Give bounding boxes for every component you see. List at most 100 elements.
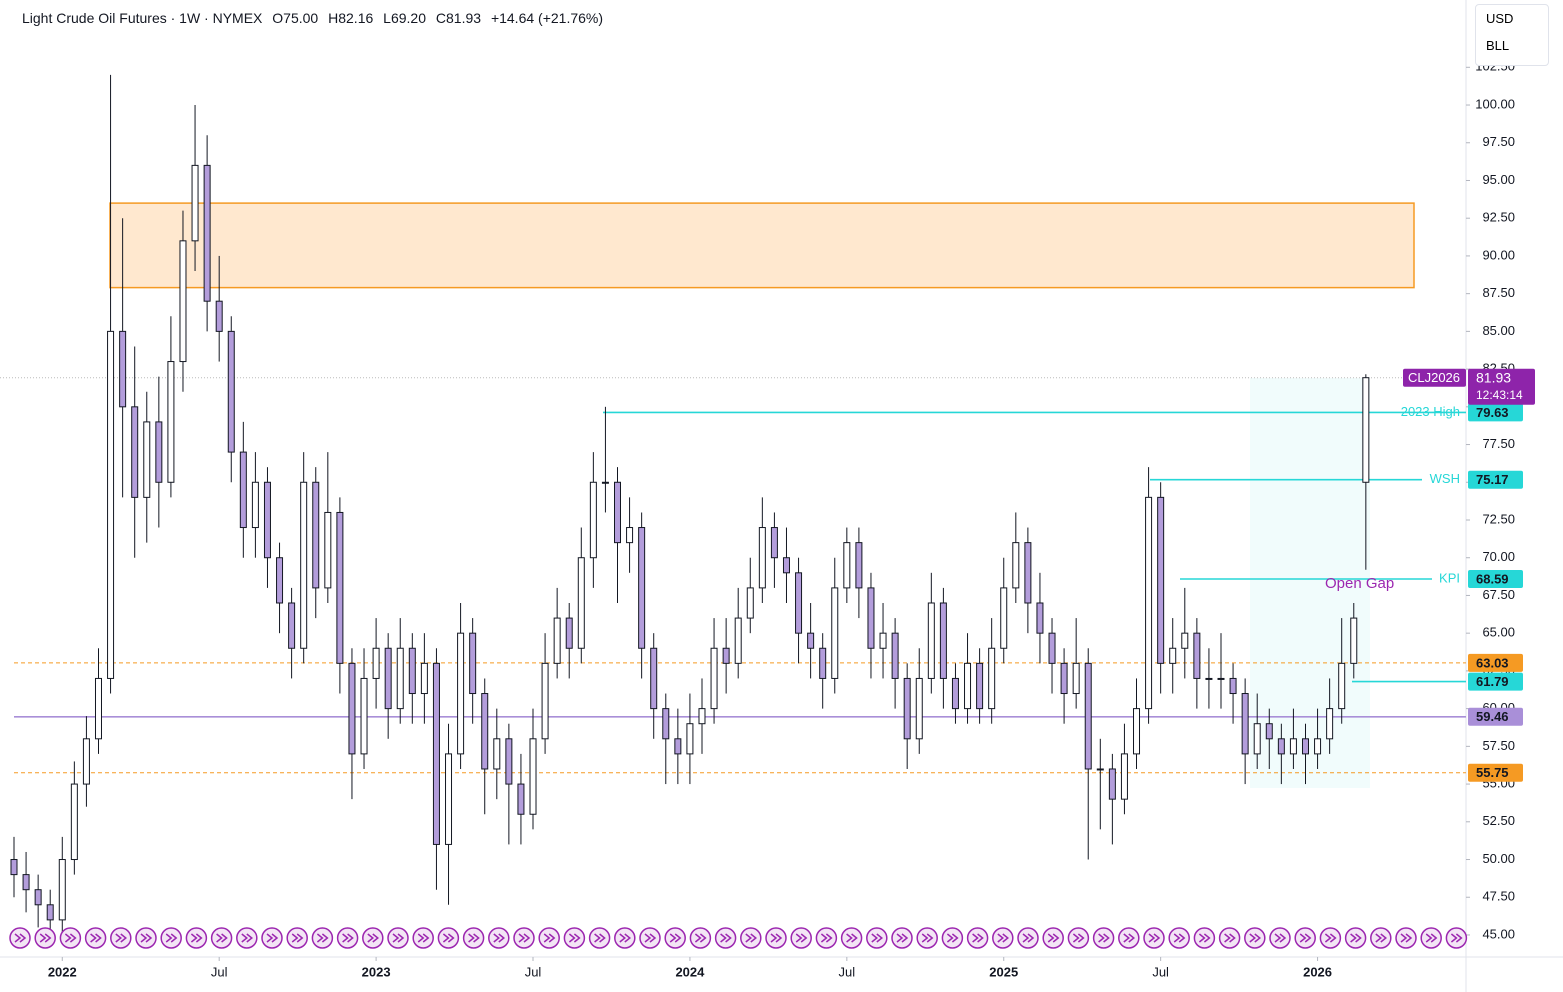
unit-button[interactable]: BLL	[1486, 38, 1510, 53]
candle-body	[493, 738, 501, 770]
event-icon-arrow	[1098, 933, 1110, 943]
y-tick-label: 50.00	[1482, 851, 1515, 866]
candle-body	[831, 587, 839, 679]
candle-body	[457, 632, 465, 755]
event-icon-arrow	[594, 933, 606, 943]
price-label-box	[1468, 569, 1523, 588]
price-label: 63.03	[1476, 655, 1509, 670]
candle-body	[734, 617, 742, 664]
event-icon-arrow	[644, 933, 657, 943]
candle-body	[396, 647, 404, 710]
event-icon-arrow	[1173, 933, 1186, 943]
candle-body	[758, 527, 766, 589]
y-tick-label: 90.00	[1482, 247, 1515, 262]
event-icon-arrow	[1450, 933, 1463, 943]
candle-body	[782, 557, 790, 574]
candle-body	[155, 421, 163, 483]
event-icon-arrow	[770, 933, 783, 943]
candle-body	[1036, 602, 1044, 634]
candle-body	[432, 662, 440, 845]
candle-body	[1253, 723, 1261, 755]
candle-body	[529, 738, 537, 815]
candle-body	[336, 511, 344, 664]
candle-body	[1338, 662, 1346, 710]
event-icon-arrow	[1047, 933, 1060, 943]
price-label: 68.59	[1476, 571, 1509, 586]
symbol-title: Light Crude Oil Futures · 1W · NYMEX	[22, 10, 263, 26]
event-icon-arrow	[39, 933, 52, 943]
event-icon-arrow	[1299, 933, 1312, 943]
candle-body	[867, 587, 875, 649]
candle-body	[614, 481, 621, 544]
event-icon-arrow	[543, 933, 556, 943]
candle-body	[1301, 738, 1309, 755]
event-icon-arrow	[1224, 933, 1236, 943]
event-icon-arrow	[871, 933, 884, 943]
event-icon-arrow	[1375, 933, 1388, 943]
candle-body	[601, 481, 609, 484]
event-icon-arrow	[1198, 933, 1211, 943]
candle-body	[384, 647, 392, 710]
candle-body	[251, 481, 259, 529]
candle-body	[577, 557, 585, 649]
last-price-label: 81.93	[1476, 369, 1511, 385]
candle-body	[94, 677, 102, 740]
y-tick-label: 70.00	[1482, 549, 1515, 564]
event-icon-arrow	[367, 933, 380, 943]
candle-body	[22, 874, 30, 891]
price-label-box	[1468, 707, 1523, 726]
candle-body	[1169, 647, 1177, 664]
event-icon-arrow	[1274, 933, 1287, 943]
candle-body	[1108, 768, 1116, 800]
candle-body	[143, 421, 151, 498]
candle-body	[348, 662, 356, 755]
event-icon-arrow	[64, 933, 77, 943]
event-icon-arrow	[921, 933, 934, 943]
candle-body	[565, 617, 573, 649]
candle-body	[807, 632, 815, 649]
candle-body	[1265, 723, 1273, 740]
event-icon-arrow	[165, 933, 178, 943]
symbol-badge	[1403, 368, 1466, 387]
event-icon-arrow	[846, 933, 858, 943]
event-icon-arrow	[1350, 933, 1362, 943]
y-tick-label: 100.00	[1475, 96, 1515, 111]
candle-body	[1060, 662, 1068, 695]
candle-body	[843, 542, 851, 589]
y-tick-label: 67.50	[1482, 587, 1515, 602]
event-icon-arrow	[568, 933, 581, 943]
candle-body	[1000, 587, 1008, 649]
event-icon-arrow	[1324, 933, 1337, 943]
event-icon-arrow	[442, 933, 455, 943]
candle-body	[505, 738, 513, 785]
y-tick-label: 65.00	[1482, 625, 1515, 640]
candle-body	[360, 677, 368, 755]
event-icon-arrow	[946, 933, 959, 943]
candle-body	[276, 557, 284, 604]
candle-body	[481, 693, 489, 770]
event-icon-arrow	[745, 933, 758, 943]
candle-body	[70, 783, 78, 861]
candle-body	[1181, 632, 1189, 649]
candle-body	[879, 632, 887, 649]
candle-body	[770, 527, 778, 559]
y-tick-label: 52.50	[1482, 813, 1515, 828]
level-name: 2023 High	[1401, 404, 1460, 419]
candle-body	[819, 647, 827, 679]
event-icon-arrow	[241, 933, 254, 943]
candle-body	[82, 738, 90, 785]
candle-body	[976, 662, 984, 710]
y-tick-label: 72.50	[1482, 511, 1515, 526]
candle-body	[710, 647, 718, 710]
candle-body	[686, 723, 694, 755]
event-icon-arrow	[1123, 933, 1136, 943]
y-tick-label: 97.50	[1482, 134, 1515, 149]
y-tick-label: 45.00	[1482, 926, 1515, 941]
event-icon-arrow	[720, 933, 732, 943]
price-label-box	[1468, 470, 1523, 489]
candle-body	[1084, 662, 1092, 770]
candle-body	[722, 647, 730, 664]
candle-body	[698, 708, 706, 725]
currency-button[interactable]: USD	[1486, 11, 1514, 26]
event-icon-arrow	[1400, 933, 1413, 943]
